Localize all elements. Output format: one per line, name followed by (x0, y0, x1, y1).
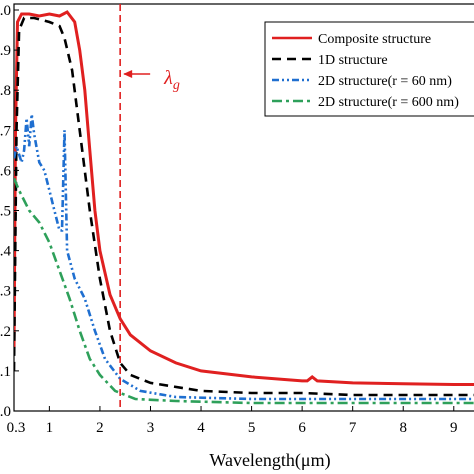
x-tick-label: 9 (450, 420, 458, 436)
marker-label: λg (163, 67, 180, 93)
y-tick-label: 0.2 (0, 324, 11, 340)
y-tick-label: 0.4 (0, 244, 12, 260)
x-axis-label: Wavelength(μm) (209, 450, 330, 471)
legend-label: 1D structure (318, 53, 388, 68)
marker-label-main: λ (163, 67, 173, 89)
y-tick-label: 1.0 (0, 3, 11, 19)
legend-label: 2D structure(r = 60 nm) (318, 74, 452, 89)
series-line (14, 16, 474, 397)
y-tick-label: 0.9 (0, 43, 11, 59)
y-tick-label: 0.0 (0, 404, 11, 420)
x-tick-label: 4 (197, 420, 205, 436)
y-tick-label: 0.6 (0, 163, 12, 179)
x-tick-label: 3 (147, 420, 155, 436)
y-tick-label: 0.1 (0, 364, 11, 380)
x-tick-label: 7 (349, 420, 357, 436)
x-tick-label: 1 (46, 420, 54, 436)
marker-label-sub: g (173, 78, 180, 93)
plot-area (14, 10, 474, 405)
x-tick-label: 5 (248, 420, 256, 436)
legend-label: Composite structure (318, 32, 431, 47)
x-tick-label: 2 (96, 420, 104, 436)
series-line (14, 10, 474, 386)
y-tick-label: 0.7 (0, 123, 12, 139)
x-tick-label: 8 (399, 420, 407, 436)
series-line (14, 177, 474, 405)
legend-label: 2D structure(r = 600 nm) (318, 95, 459, 110)
y-tick-label: 0.5 (0, 204, 11, 220)
x-tick-label: 6 (298, 420, 306, 436)
x-tick-label: 0.3 (7, 420, 26, 436)
y-tick-label: 0.3 (0, 284, 11, 300)
y-tick-label: 0.8 (0, 83, 11, 99)
series-line (14, 114, 474, 401)
marker-arrowhead (123, 70, 133, 78)
